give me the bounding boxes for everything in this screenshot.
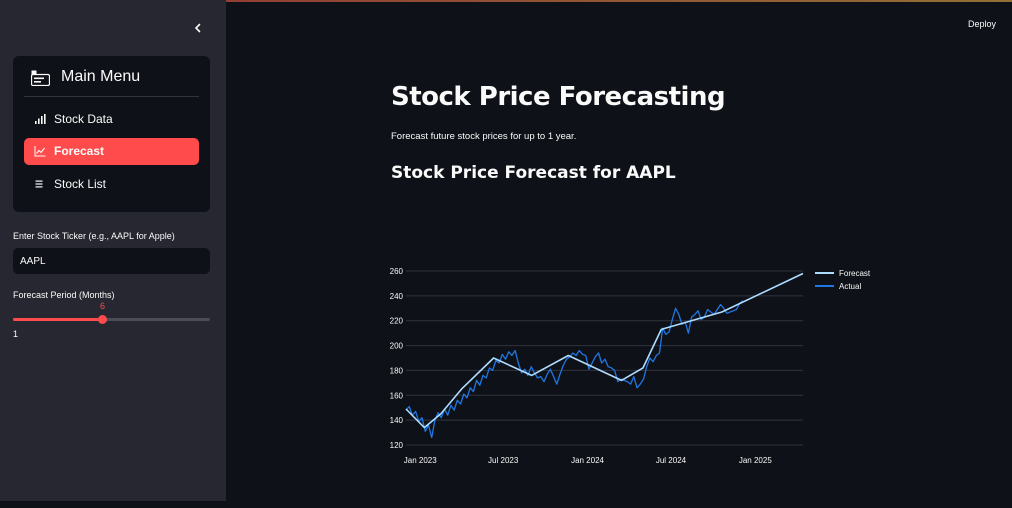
x-tick-label: Jan 2024 xyxy=(571,456,604,465)
list-icon xyxy=(35,180,43,188)
collapse-sidebar-button[interactable] xyxy=(188,18,208,38)
line-chart-icon xyxy=(34,146,46,157)
slider-min-label: 1 xyxy=(13,329,19,339)
menu-divider xyxy=(24,96,199,97)
slider-handle[interactable] xyxy=(98,315,108,324)
main-menu-header: Main Menu xyxy=(13,56,210,97)
main-menu-title: Main Menu xyxy=(61,68,141,85)
x-tick-label: Jul 2024 xyxy=(656,456,687,465)
page-title: Stock Price Forecasting xyxy=(391,82,726,112)
main-menu: Main Menu Stock Data Forecast xyxy=(13,56,210,212)
top-decoration-line xyxy=(0,0,1012,2)
menu-item-stock-data[interactable]: Stock Data xyxy=(24,106,199,133)
x-tick-label: Jul 2023 xyxy=(488,456,519,465)
y-tick-label: 120 xyxy=(390,441,404,450)
chevron-left-icon xyxy=(194,23,201,33)
menu-item-label: Stock List xyxy=(54,177,107,191)
y-tick-label: 140 xyxy=(390,416,404,425)
forecast-period-label: Forecast Period (Months) xyxy=(13,290,115,300)
menu-item-label: Forecast xyxy=(54,144,105,158)
y-tick-label: 260 xyxy=(390,267,404,276)
forecast-chart: 120 140 160 180 200 220 240 260 Jan 2023 Jul 2023… xyxy=(390,267,871,465)
ticker-input[interactable] xyxy=(13,248,210,274)
x-tick-label: Jan 2023 xyxy=(404,456,437,465)
legend-label[interactable]: Forecast xyxy=(839,269,871,278)
ticker-input-label: Enter Stock Ticker (e.g., AAPL for Apple… xyxy=(13,231,175,241)
sidebar: Main Menu Stock Data Forecast xyxy=(0,0,226,501)
actual-line xyxy=(405,300,744,439)
legend-label[interactable]: Actual xyxy=(839,282,861,291)
forecast-period-slider[interactable]: 6 xyxy=(13,301,210,324)
y-tick-label: 240 xyxy=(390,292,404,301)
y-tick-label: 220 xyxy=(390,317,404,326)
slider-value: 6 xyxy=(100,301,106,311)
menu-item-stock-list[interactable]: Stock List xyxy=(24,171,199,198)
menu-item-label: Stock Data xyxy=(54,112,113,126)
y-tick-label: 200 xyxy=(390,342,404,351)
slider-fill xyxy=(13,318,103,321)
forecast-line xyxy=(405,272,804,429)
menu-item-forecast[interactable]: Forecast xyxy=(24,138,199,165)
y-tick-label: 160 xyxy=(390,391,404,400)
page-description: Forecast future stock prices for up to 1… xyxy=(391,131,577,142)
y-tick-label: 180 xyxy=(390,366,404,375)
deploy-button[interactable]: Deploy xyxy=(967,19,996,29)
forecast-subtitle: Stock Price Forecast for AAPL xyxy=(391,163,676,183)
bar-chart-icon xyxy=(35,114,46,124)
menu-card-icon xyxy=(31,70,50,86)
x-tick-label: Jan 2025 xyxy=(739,456,772,465)
